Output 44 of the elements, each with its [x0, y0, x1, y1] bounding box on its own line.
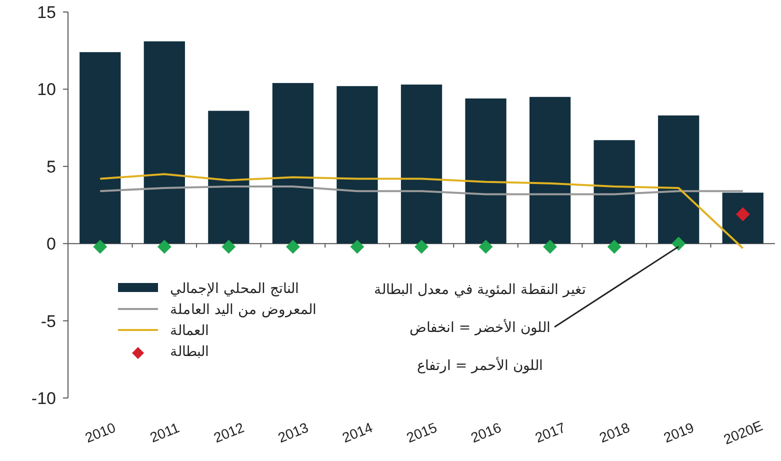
bar	[594, 140, 635, 244]
y-tick-label: 0	[46, 234, 56, 254]
point	[607, 240, 622, 254]
bar	[400, 84, 442, 244]
x-tick-label: 2014	[340, 419, 375, 446]
point	[414, 240, 428, 254]
x-tick-label: 2017	[532, 419, 568, 446]
point	[286, 240, 300, 254]
bar	[465, 98, 506, 244]
bar	[658, 115, 700, 244]
point	[222, 240, 236, 254]
point	[672, 236, 686, 251]
x-tick-label: 2016	[468, 419, 504, 446]
bar	[529, 96, 571, 244]
x-tick-label: 2015	[404, 419, 440, 446]
x-tick-label: 2012	[211, 419, 246, 446]
x-tick-label: 2018	[597, 419, 632, 446]
annotation: تغير النقطة المئوية في معدل البطالة	[374, 282, 586, 298]
bar	[80, 52, 121, 244]
y-tick-label: -5	[40, 312, 56, 331]
legend-label: البطالة	[170, 344, 209, 360]
annotation: اللون الأخضر = انخفاض	[409, 318, 551, 336]
legend-label: المعروض من اليد العاملة	[170, 302, 316, 318]
x-tick-label: 2013	[276, 419, 311, 446]
point	[157, 240, 172, 254]
y-tick-label: 15	[37, 3, 56, 22]
bar	[208, 110, 250, 244]
point	[93, 240, 108, 254]
legend-label: العمالة	[170, 323, 209, 339]
point	[478, 240, 493, 254]
y-tick-label: -10	[31, 389, 56, 408]
x-tick-label: 2010	[82, 419, 118, 446]
point	[543, 240, 558, 254]
bar	[336, 86, 378, 244]
bar	[722, 192, 764, 244]
bar	[144, 41, 185, 244]
legend-label: الناتج المحلي الإجمالي	[170, 281, 299, 297]
x-tick-label: 2011	[148, 419, 182, 446]
x-tick-label: 2019	[661, 419, 696, 446]
point	[350, 240, 364, 254]
y-tick-label: 5	[46, 157, 56, 176]
bar	[272, 83, 314, 244]
y-tick-label: 10	[37, 80, 56, 100]
annotation: اللون الأحمر = ارتفاع	[416, 358, 544, 374]
